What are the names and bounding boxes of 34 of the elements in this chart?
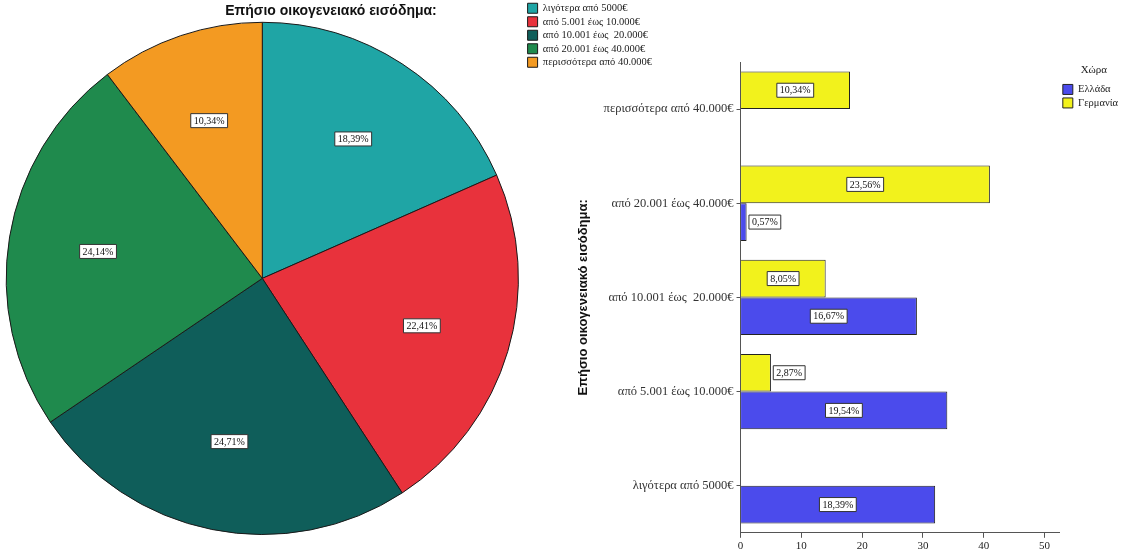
annotation: 2,87% bbox=[776, 366, 803, 378]
data-label: 22,41% bbox=[406, 319, 438, 331]
y-tick-label: περισσότερα από 40.000€ bbox=[603, 101, 735, 116]
x-tick-label: 30 bbox=[917, 539, 929, 552]
y-tick-label: από 10.001 έως 20.000€ bbox=[608, 289, 735, 304]
x-tick-label: 20 bbox=[856, 539, 869, 552]
data-label: 10,34% bbox=[193, 114, 225, 126]
x-tick-label: 10 bbox=[795, 539, 808, 552]
y-tick-label: λιγότερα από 5000€ bbox=[632, 478, 735, 492]
annotation: 19,54% bbox=[828, 404, 860, 416]
y-tick-label: από 5.001 έως 10.000€ bbox=[617, 383, 735, 398]
legend-label: από 5.001 έως 10.000€ bbox=[542, 15, 641, 27]
annotation: 0,57% bbox=[751, 216, 778, 228]
x-tick-label: 0 bbox=[737, 539, 744, 552]
y-axis-title: Επήσιο οικογενειακό εισόδημα: bbox=[575, 199, 591, 396]
annotation: 23,56% bbox=[849, 178, 881, 190]
legend-label: λιγότερα από 5000€ bbox=[542, 2, 629, 13]
legend-title: Χώρα bbox=[1080, 63, 1108, 76]
y-tick-label: από 20.001 έως 40.000€ bbox=[611, 195, 735, 210]
legend-label: από 10.001 έως 20.000€ bbox=[542, 29, 649, 40]
legend-label: Γερμανία bbox=[1078, 96, 1119, 108]
chart-title: Επήσιο οικογενειακό εισόδημα: bbox=[225, 2, 437, 19]
data-label: 24,14% bbox=[82, 245, 114, 257]
annotation: 8,05% bbox=[770, 272, 797, 284]
annotation: 16,67% bbox=[813, 310, 845, 322]
data-label: 18,39% bbox=[337, 133, 369, 145]
x-tick-label: 50 bbox=[1039, 539, 1051, 552]
data-label: 24,71% bbox=[214, 435, 245, 447]
annotation: 10,34% bbox=[779, 84, 811, 96]
legend-label: Ελλάδα bbox=[1078, 83, 1112, 95]
legend-label: περισσότερα από 40.000€ bbox=[542, 56, 653, 67]
annotation: 18,39% bbox=[822, 498, 854, 510]
x-tick-label: 40 bbox=[978, 539, 990, 552]
legend-label: από 20.001 έως 40.000€ bbox=[542, 42, 647, 54]
